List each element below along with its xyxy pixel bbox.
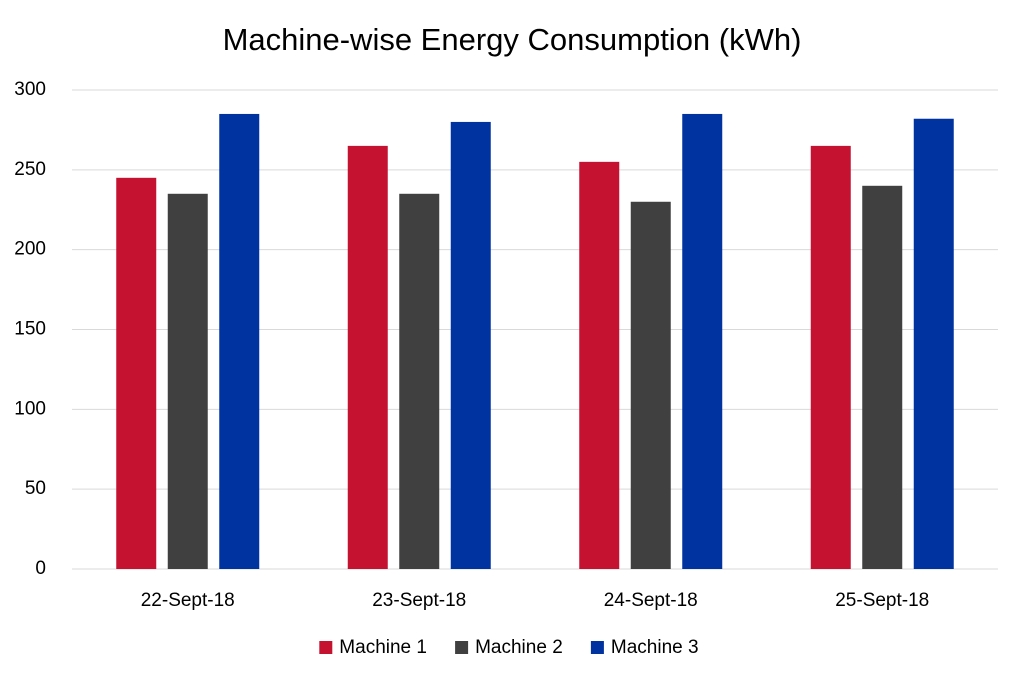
x-tick-label: 23-Sept-18	[372, 590, 466, 611]
x-tick-label: 25-Sept-18	[835, 590, 929, 611]
bar	[450, 121, 491, 569]
bar	[399, 193, 440, 570]
legend-swatch	[319, 641, 333, 654]
bar	[630, 201, 671, 569]
y-tick-label: 250	[14, 159, 46, 180]
legend-label: Machine 1	[339, 637, 427, 658]
legend-swatch	[455, 641, 469, 654]
bar	[167, 193, 208, 570]
bar	[579, 161, 620, 569]
bar	[810, 145, 851, 569]
y-tick-label: 300	[14, 79, 46, 100]
chart-title: Machine-wise Energy Consumption (kWh)	[223, 22, 802, 57]
bar	[347, 145, 388, 569]
x-tick-label: 24-Sept-18	[604, 590, 698, 611]
bar	[682, 113, 723, 569]
legend-label: Machine 3	[611, 637, 699, 658]
y-tick-label: 150	[14, 319, 46, 340]
bar	[219, 113, 260, 569]
bar	[862, 185, 903, 570]
y-tick-label: 200	[14, 239, 46, 260]
y-tick-label: 100	[14, 398, 46, 419]
y-tick-label: 0	[35, 558, 46, 579]
bar	[116, 177, 157, 570]
bar	[913, 118, 954, 570]
y-tick-label: 50	[25, 478, 46, 499]
legend-swatch	[590, 641, 604, 654]
x-tick-label: 22-Sept-18	[141, 590, 235, 611]
legend-label: Machine 2	[475, 637, 563, 658]
